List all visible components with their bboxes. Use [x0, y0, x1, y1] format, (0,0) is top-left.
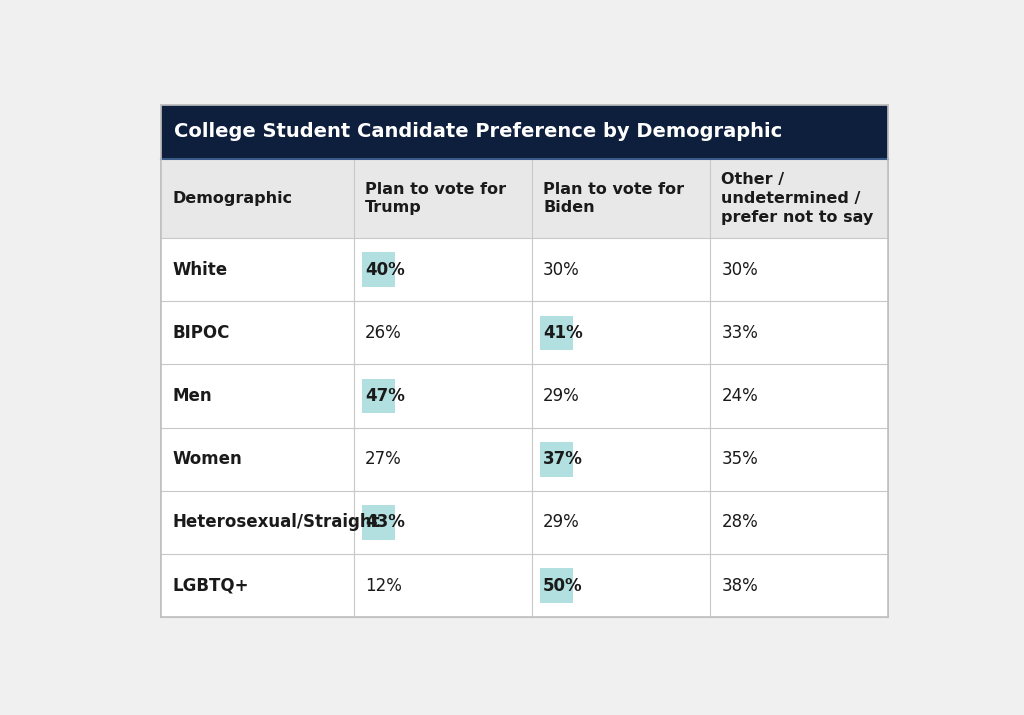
Text: Men: Men [172, 387, 212, 405]
Text: 30%: 30% [721, 261, 758, 279]
Text: 30%: 30% [543, 261, 580, 279]
Bar [540, 315, 573, 350]
Text: 27%: 27% [366, 450, 401, 468]
Text: 50%: 50% [543, 576, 583, 594]
Text: 28%: 28% [721, 513, 758, 531]
Text: 43%: 43% [366, 513, 404, 531]
Text: Other /
undetermined /
prefer not to say: Other / undetermined / prefer not to say [721, 172, 873, 225]
Text: Heterosexual/Straight: Heterosexual/Straight [172, 513, 380, 531]
Text: 40%: 40% [366, 261, 404, 279]
Bar [361, 379, 395, 413]
Text: Demographic: Demographic [172, 191, 293, 206]
Text: 12%: 12% [366, 576, 402, 594]
Text: College Student Candidate Preference by Demographic: College Student Candidate Preference by … [174, 122, 782, 142]
Text: 29%: 29% [543, 387, 580, 405]
Bar [540, 568, 573, 603]
Text: Plan to vote for
Trump: Plan to vote for Trump [366, 182, 506, 215]
Text: 26%: 26% [366, 324, 401, 342]
Text: 24%: 24% [721, 387, 758, 405]
Bar [162, 238, 888, 301]
Bar [162, 105, 888, 159]
Text: BIPOC: BIPOC [172, 324, 229, 342]
Text: 33%: 33% [721, 324, 758, 342]
Bar [162, 301, 888, 365]
Bar [162, 554, 888, 617]
Text: 29%: 29% [543, 513, 580, 531]
Text: LGBTQ+: LGBTQ+ [172, 576, 249, 594]
Text: Plan to vote for
Biden: Plan to vote for Biden [543, 182, 684, 215]
Bar [162, 428, 888, 490]
Bar [540, 442, 573, 477]
Bar [162, 490, 888, 554]
Text: 38%: 38% [721, 576, 758, 594]
Text: 41%: 41% [543, 324, 583, 342]
Bar [162, 365, 888, 428]
Bar [361, 252, 395, 287]
Bar [162, 159, 888, 238]
Text: 35%: 35% [721, 450, 758, 468]
Bar [361, 505, 395, 540]
Text: 47%: 47% [366, 387, 404, 405]
Text: White: White [172, 261, 227, 279]
Text: 37%: 37% [543, 450, 583, 468]
Text: Women: Women [172, 450, 243, 468]
